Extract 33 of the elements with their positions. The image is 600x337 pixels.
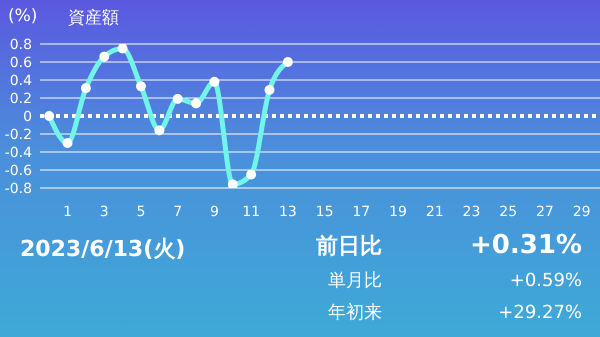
chart-title: 資産額 — [68, 7, 119, 29]
text: 2023/6/13(火) — [20, 236, 186, 264]
x-tick-label: 1 — [63, 204, 72, 220]
text: +29.27% — [497, 302, 582, 323]
x-tick-label: 3 — [100, 204, 109, 220]
y-tick-label: 0 — [23, 108, 32, 125]
x-tick-label: 13 — [278, 204, 297, 220]
y-tick-label: 0.4 — [10, 72, 32, 89]
y-tick-label: 0.6 — [10, 54, 32, 71]
y-axis-title: (%) — [8, 6, 38, 26]
x-tick-label: 5 — [136, 204, 146, 220]
y-tick-label: -0.4 — [4, 144, 32, 161]
x-tick-label: 7 — [173, 204, 182, 220]
x-tick-label: 11 — [242, 204, 260, 220]
x-tick-label: 27 — [536, 204, 554, 220]
y-tick-label: 0.8 — [10, 36, 32, 53]
y-tick-label: -0.2 — [4, 126, 32, 143]
x-tick-label: 21 — [426, 204, 444, 220]
x-tick-label: 15 — [316, 204, 334, 220]
x-tick-label: 19 — [389, 204, 407, 220]
x-tick-label: 25 — [499, 204, 518, 220]
y-tick-label: -0.6 — [4, 162, 32, 179]
x-tick-label: 17 — [352, 204, 370, 220]
text: 前日比 — [315, 233, 382, 261]
x-tick-label: 23 — [462, 204, 480, 220]
text: +0.31% — [469, 230, 582, 260]
text: 年初来 — [327, 301, 382, 324]
text: 単月比 — [327, 269, 382, 292]
y-tick-label: 0.2 — [10, 90, 32, 107]
text: +0.59% — [508, 270, 582, 291]
x-tick-label: 9 — [210, 204, 219, 220]
y-tick-label: -0.8 — [4, 180, 32, 197]
x-tick-label: 29 — [572, 204, 591, 220]
